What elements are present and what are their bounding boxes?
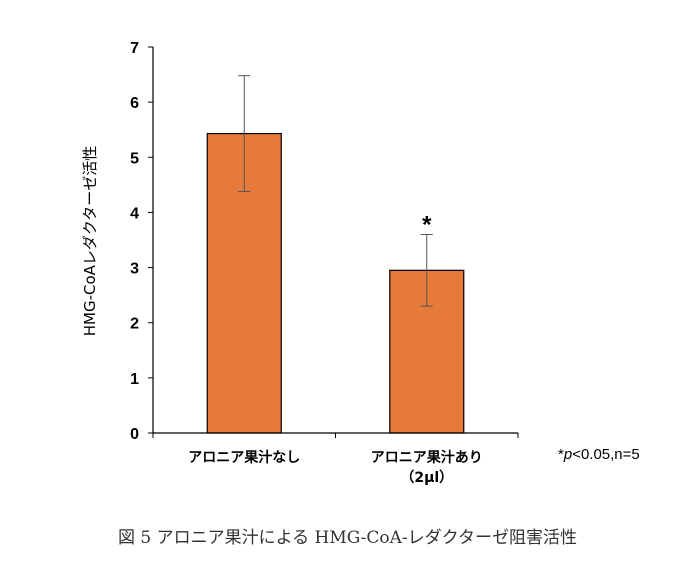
y-tick-label: 2 [130,316,139,333]
y-tick-label: 1 [130,371,139,388]
note-rest: <0.05,n=5 [572,446,640,463]
significance-note: *p<0.05,n=5 [558,446,640,463]
y-axis-label: HMG-CoAレダクターゼ活性 [81,146,99,337]
y-tick-label: 0 [130,426,139,443]
y-axis-ticks: 0 1 2 3 4 5 6 7 [130,40,153,443]
x-axis-ticks [152,433,519,438]
note-star: * [558,446,564,463]
bars [206,132,465,434]
y-tick-label: 6 [130,95,139,112]
significance-mark: * [422,211,432,238]
bar-chart: 0 1 2 3 4 5 6 7 * アロニア果汁なし アロニア果汁あり （2µl） HMG-CoA… [81,40,640,486]
y-tick-label: 7 [130,40,139,57]
figure-caption: 図 5 アロニア果汁による HMG-CoA-レダクターゼ阻害活性 [118,528,577,548]
significance-marks: * [422,211,432,238]
y-tick-label: 5 [130,150,139,167]
category-label: アロニア果汁なし [188,449,300,466]
category-sublabel: （2µl） [400,470,453,486]
note-p: p [563,446,572,463]
y-tick-label: 4 [130,205,139,222]
y-tick-label: 3 [130,261,139,278]
category-label: アロニア果汁あり [371,449,483,466]
error-bars [238,75,433,307]
x-axis-labels: アロニア果汁なし アロニア果汁あり （2µl） [188,449,483,486]
